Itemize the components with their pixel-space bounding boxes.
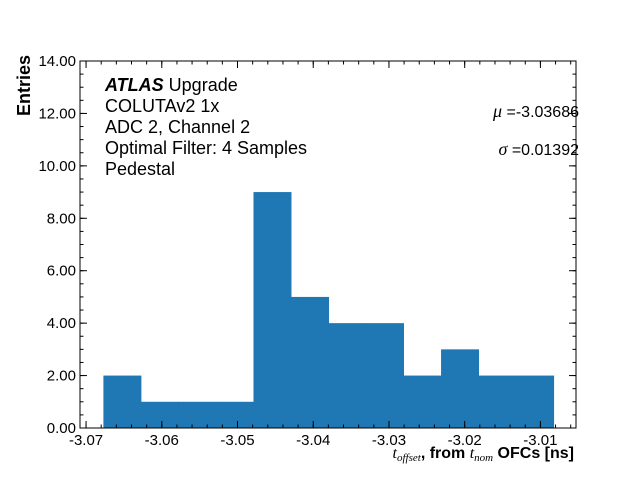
y-tick-label: 0.00 <box>47 420 76 437</box>
atlas-label: ATLAS Upgrade <box>104 75 238 95</box>
histogram-bar <box>103 375 142 428</box>
histogram-bar <box>178 401 217 428</box>
mu-value: =-3.03686 <box>502 104 579 121</box>
y-axis-label: Entries <box>14 55 34 116</box>
histogram-bar <box>366 323 404 428</box>
histogram-bar <box>478 375 517 428</box>
y-tick-label: 10.00 <box>38 158 76 175</box>
histogram-bar <box>441 349 480 428</box>
histogram-bar <box>215 401 254 428</box>
y-tick-label: 2.00 <box>47 368 76 385</box>
x-label-mid: , from <box>421 445 470 462</box>
sigma-label: σ =0.01392 <box>498 139 579 159</box>
x-tick-label: -3.02 <box>448 432 482 449</box>
y-tick-label: 4.00 <box>47 315 76 332</box>
histogram-bar <box>516 375 555 428</box>
y-tick-label: 6.00 <box>47 263 76 280</box>
y-tick-label: 14.00 <box>38 53 76 70</box>
histogram-bar <box>403 375 442 428</box>
annotation-line: ADC 2, Channel 2 <box>105 117 250 137</box>
atlas-suffix: Upgrade <box>164 75 238 95</box>
annotation-line: Optimal Filter: 4 Samples <box>105 138 307 158</box>
annotation-line: Pedestal <box>105 159 175 179</box>
mean-label: μ =-3.03686 <box>492 101 579 121</box>
x-label-var2-sub: nom <box>474 452 493 464</box>
x-tick-label: -3.06 <box>145 432 179 449</box>
x-tick-label: -3.05 <box>220 432 254 449</box>
x-label-var-sub: offset <box>397 452 422 464</box>
y-tick-label: 12.00 <box>38 105 76 122</box>
plot-frame <box>79 60 577 429</box>
histogram-bar <box>140 401 179 428</box>
x-label-var: t <box>393 445 398 462</box>
y-tick-label: 8.00 <box>47 210 76 227</box>
x-tick-label: -3.04 <box>296 432 330 449</box>
x-tick-label: -3.07 <box>69 432 103 449</box>
x-axis-label: toffset, from tnom OFCs [ns] <box>393 445 574 464</box>
x-tick-label: -3.01 <box>523 432 557 449</box>
annotation-line: COLUTAv2 1x <box>105 96 219 116</box>
sigma-value: =0.01392 <box>507 142 579 159</box>
x-label-var2: t <box>470 445 475 462</box>
atlas-logo-text: ATLAS <box>104 75 164 95</box>
histogram-bar <box>290 296 330 428</box>
histogram-bar <box>253 192 292 428</box>
sigma-symbol: σ <box>498 139 508 159</box>
x-tick-label: -3.03 <box>372 432 406 449</box>
histogram-bar <box>328 323 367 428</box>
bars <box>103 192 555 428</box>
x-label-end: OFCs [ns] <box>493 445 574 462</box>
mu-symbol: μ <box>492 101 502 121</box>
